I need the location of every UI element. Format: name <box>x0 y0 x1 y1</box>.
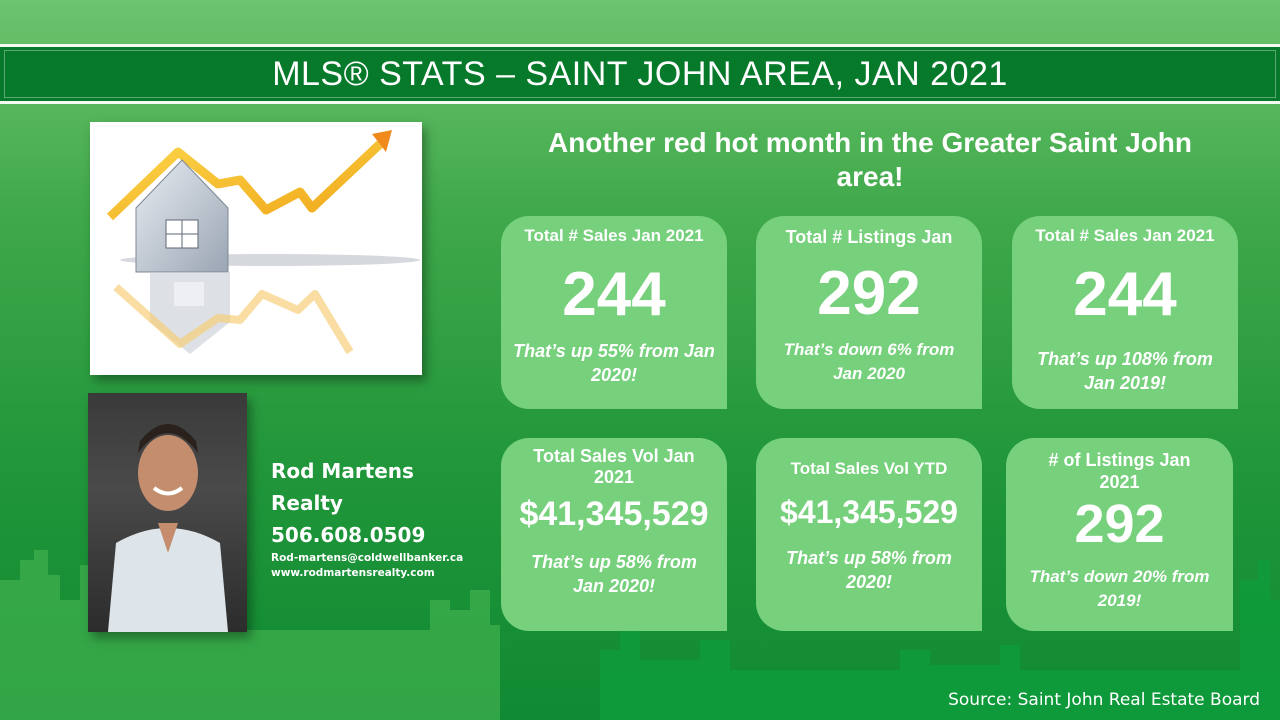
card-label: Total # Listings Jan <box>785 227 953 247</box>
card-value: 244 <box>562 260 666 329</box>
stat-card-sales-jan-2021-vs-2019: Total # Sales Jan 2021 244 That’s up 108… <box>1012 216 1238 409</box>
card-value: 292 <box>817 259 921 328</box>
stat-card-sales-vol-jan-2021: Total Sales Vol Jan 2021 $41,345,529 Tha… <box>501 438 727 631</box>
card-note: That’s down 6% from Jan 2020 <box>783 340 955 383</box>
agent-phone: 506.608.0509 <box>271 523 426 547</box>
agent-portrait-photo <box>88 393 247 632</box>
agent-company: Realty <box>271 491 343 515</box>
card-note: That’s down 20% from 2019! <box>1029 567 1210 610</box>
card-label: Total # Sales Jan 2021 <box>524 226 704 245</box>
agent-website: www.rodmartensrealty.com <box>271 567 435 579</box>
source-credit: Source: Saint John Real Estate Board <box>948 690 1260 710</box>
card-note: That’s up 58% from 2020! <box>786 548 952 592</box>
house-graph-image <box>90 122 422 375</box>
agent-email: Rod-martens@coldwellbanker.ca <box>271 552 464 564</box>
card-label: Total Sales Vol YTD <box>790 459 948 478</box>
card-label: Total Sales Vol Jan 2021 <box>533 446 695 487</box>
card-value: $41,345,529 <box>519 495 709 533</box>
contact-block: Rod Martens Realty 506.608.0509 Rod-mart… <box>271 455 463 581</box>
headline: Another red hot month in the Greater Sai… <box>547 127 1193 192</box>
card-label: # of Listings Jan 2021 <box>1048 450 1191 492</box>
agent-name: Rod Martens <box>271 459 414 483</box>
card-value: 292 <box>1074 494 1165 554</box>
card-value: $41,345,529 <box>780 494 958 530</box>
stat-card-sales-vol-ytd: Total Sales Vol YTD $41,345,529 That’s u… <box>756 438 982 631</box>
card-note: That’s up 58% from Jan 2020! <box>531 552 697 596</box>
stat-card-sales-jan-2021: Total # Sales Jan 2021 244 That’s up 55%… <box>501 216 727 409</box>
card-note: That’s up 55% from Jan 2020! <box>513 341 715 385</box>
stat-card-listings-jan: Total # Listings Jan 292 That’s down 6% … <box>756 216 982 409</box>
title-bar: MLS® STATS – SAINT JOHN AREA, JAN 2021 <box>0 44 1280 104</box>
card-value: 244 <box>1073 260 1177 329</box>
stat-card-listings-jan-2021: # of Listings Jan 2021 292 That’s down 2… <box>1006 438 1233 631</box>
skyline-background <box>0 550 1280 720</box>
page-title: MLS® STATS – SAINT JOHN AREA, JAN 2021 <box>272 54 1008 93</box>
card-label: Total # Sales Jan 2021 <box>1035 226 1215 245</box>
card-note: That’s up 108% from Jan 2019! <box>1037 349 1213 393</box>
